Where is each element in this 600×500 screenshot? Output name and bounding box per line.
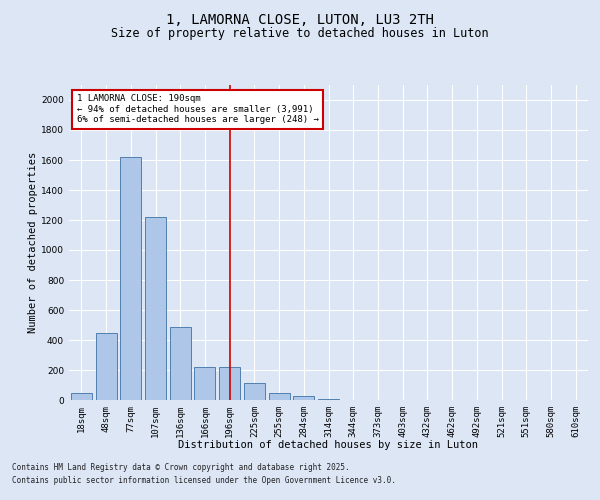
Bar [194, 367, 215, 400]
X-axis label: Distribution of detached houses by size in Luton: Distribution of detached houses by size … [179, 440, 479, 450]
Bar [71, 392, 92, 400]
Bar [244, 383, 265, 400]
Y-axis label: Number of detached properties: Number of detached properties [28, 152, 38, 333]
Bar [318, 398, 339, 400]
Bar [120, 157, 141, 400]
Bar [269, 392, 290, 400]
Text: Contains HM Land Registry data © Crown copyright and database right 2025.: Contains HM Land Registry data © Crown c… [12, 462, 350, 471]
Bar [95, 332, 116, 400]
Text: Size of property relative to detached houses in Luton: Size of property relative to detached ho… [111, 28, 489, 40]
Text: 1, LAMORNA CLOSE, LUTON, LU3 2TH: 1, LAMORNA CLOSE, LUTON, LU3 2TH [166, 12, 434, 26]
Bar [219, 367, 240, 400]
Text: 1 LAMORNA CLOSE: 190sqm
← 94% of detached houses are smaller (3,991)
6% of semi-: 1 LAMORNA CLOSE: 190sqm ← 94% of detache… [77, 94, 319, 124]
Bar [293, 396, 314, 400]
Text: Contains public sector information licensed under the Open Government Licence v3: Contains public sector information licen… [12, 476, 396, 485]
Bar [145, 217, 166, 400]
Bar [170, 326, 191, 400]
